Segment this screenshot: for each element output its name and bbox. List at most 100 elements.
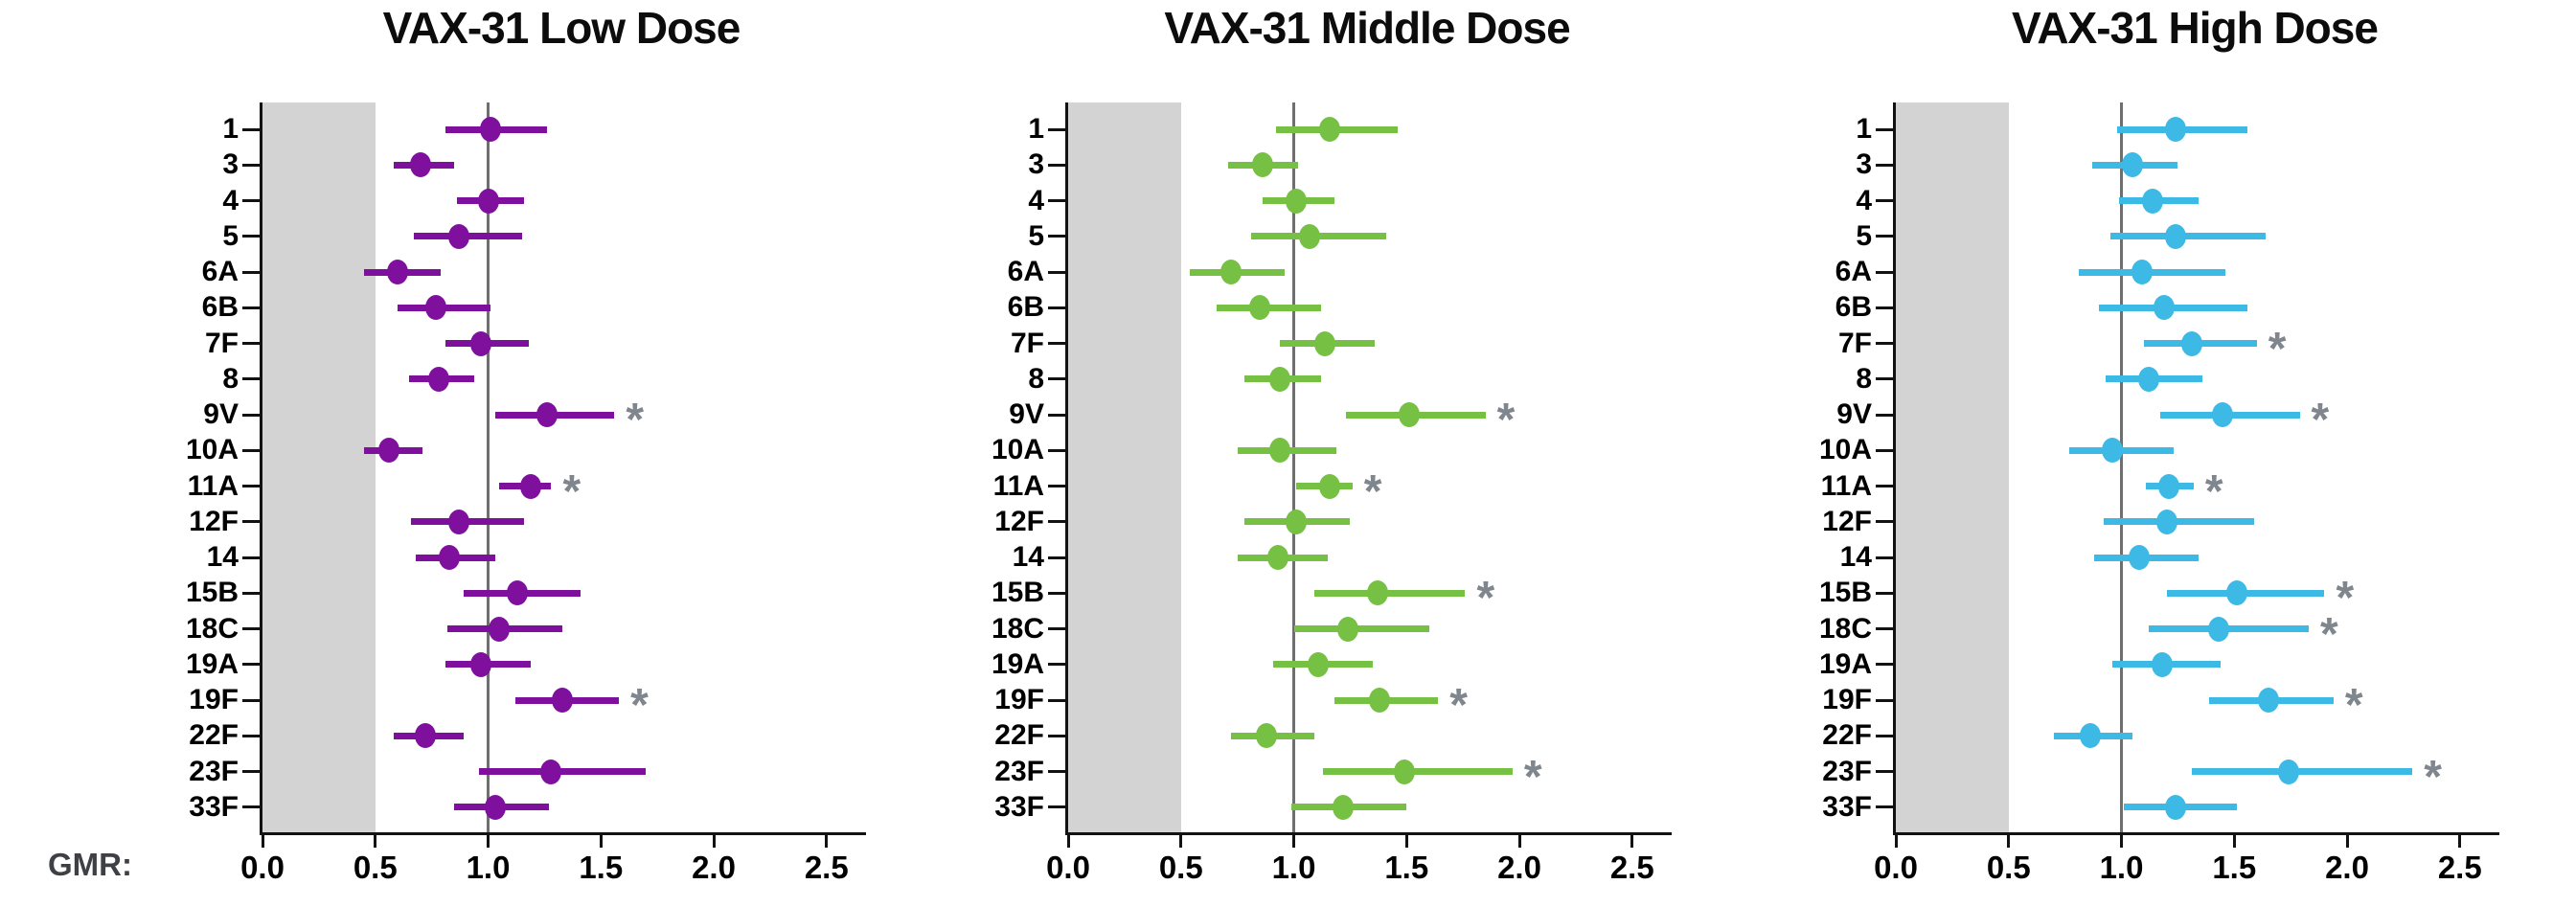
x-axis-tick-label: 0.0 — [1874, 850, 1918, 885]
gmr-dot — [2142, 188, 2164, 214]
serotype-tick — [1876, 448, 1893, 452]
significance-asterisk: * — [2424, 751, 2442, 803]
x-axis-tick — [1404, 835, 1408, 848]
serotype-tick — [242, 627, 260, 631]
serotype-tick — [1048, 448, 1065, 452]
ci-whisker — [1293, 625, 1429, 633]
serotype-tick — [1048, 306, 1065, 309]
significance-asterisk: * — [2268, 323, 2287, 374]
x-axis-tick-label: 0.5 — [353, 850, 398, 885]
serotype-tick — [1048, 591, 1065, 595]
x-axis-tick-label: 1.5 — [579, 850, 624, 885]
gmr-dot — [1366, 580, 1388, 606]
ci-whisker — [2191, 768, 2413, 776]
serotype-tick — [1048, 520, 1065, 524]
significance-asterisk: * — [630, 680, 649, 732]
gmr-dot — [1337, 616, 1359, 642]
serotype-label: 19A — [185, 647, 239, 680]
x-axis-tick-label: 1.0 — [2099, 850, 2144, 885]
gmr-dot — [2165, 223, 2187, 249]
serotype-label: 19F — [189, 684, 239, 716]
serotype-tick — [242, 377, 260, 381]
significance-asterisk: * — [2319, 608, 2338, 660]
gmr-dot — [1251, 152, 1273, 178]
x-axis-tick — [1630, 835, 1634, 848]
serotype-label: 10A — [185, 434, 239, 466]
serotype-tick — [1876, 306, 1893, 309]
gmr-dot — [2225, 580, 2247, 606]
serotype-tick — [242, 556, 260, 559]
serotype-tick — [1876, 342, 1893, 346]
gmr-dot — [1267, 545, 1288, 571]
gmr-dot — [1269, 366, 1291, 392]
gmr-dot — [427, 366, 449, 392]
gmr-dot — [2277, 759, 2299, 784]
ci-whisker — [2103, 518, 2255, 526]
gmr-dot — [2102, 438, 2124, 464]
x-axis-tick — [374, 835, 377, 848]
gmr-axis-label: GMR: — [48, 847, 132, 882]
serotype-label: 33F — [189, 790, 239, 823]
gmr-dot — [1333, 794, 1355, 820]
chart-title: VAX-31 Low Dose — [382, 3, 741, 53]
shaded-band — [262, 102, 376, 832]
serotype-label: 14 — [206, 541, 239, 574]
x-axis-tick-label: 0.0 — [1046, 850, 1090, 885]
serotype-label: 11A — [992, 469, 1044, 502]
gmr-dot — [540, 759, 562, 784]
serotype-tick — [242, 485, 260, 488]
shaded-band — [1068, 102, 1181, 832]
chart-plot-area: 1 3 4 5 6A 6B 7F * 8 9V * 10A 11A * 12F 14 15B * 18C * 19A 19… — [1819, 102, 2499, 885]
serotype-tick — [1876, 199, 1893, 203]
gmr-dot — [439, 545, 461, 571]
x-axis-tick — [1894, 835, 1898, 848]
serotype-tick — [1876, 270, 1893, 274]
forest-chart-middle-dose: VAX-31 Middle Dose 1 3 4 5 6A 6B 7F 8 9V * 10A 11A *… — [806, 0, 1716, 907]
ci-whisker — [1323, 768, 1513, 776]
serotype-label: 6A — [1007, 256, 1044, 288]
reference-line — [2120, 102, 2123, 832]
gmr-dot — [1368, 688, 1390, 714]
gmr-dot — [2154, 295, 2176, 321]
serotype-label: 8 — [1856, 362, 1872, 395]
gmr-dot — [414, 723, 436, 749]
x-axis-tick — [2120, 835, 2123, 848]
serotype-label: 3 — [1856, 148, 1872, 181]
serotype-label: 19F — [994, 684, 1044, 716]
serotype-tick — [1048, 663, 1065, 667]
significance-asterisk: * — [1496, 395, 1516, 446]
serotype-label: 15B — [991, 577, 1044, 609]
ci-whisker — [1313, 589, 1466, 597]
serotype-label: 22F — [1822, 719, 1872, 752]
gmr-dot — [1314, 330, 1336, 356]
gmr-dot — [1269, 438, 1291, 464]
x-axis-tick — [2458, 835, 2462, 848]
gmr-dot — [520, 473, 542, 499]
gmr-dot — [2137, 366, 2159, 392]
x-axis-tick-label: 0.0 — [240, 850, 285, 885]
serotype-tick — [242, 734, 260, 737]
serotype-label: 22F — [189, 719, 239, 752]
serotype-tick — [1876, 663, 1893, 667]
gmr-dot — [377, 438, 399, 464]
serotype-tick — [1048, 627, 1065, 631]
serotype-label: 23F — [189, 755, 239, 787]
serotype-label: 19A — [991, 647, 1044, 680]
significance-asterisk: * — [1476, 573, 1495, 624]
serotype-tick — [1048, 127, 1065, 131]
serotype-tick — [242, 199, 260, 203]
gmr-dot — [2129, 545, 2151, 571]
gmr-dot — [1298, 223, 1320, 249]
gmr-dot — [425, 295, 447, 321]
gmr-dot — [2131, 260, 2153, 285]
chart-plot-area: 1 3 4 5 6A 6B 7F 8 9V * 10A 11A * 12F 14 15B * 18C 19A 19F *… — [992, 102, 1672, 885]
x-axis-tick — [712, 835, 716, 848]
gmr-dot — [2180, 330, 2202, 356]
serotype-label: 23F — [994, 755, 1044, 787]
gmr-dot — [484, 794, 506, 820]
x-axis-tick — [487, 835, 490, 848]
serotype-label: 8 — [1028, 362, 1044, 395]
x-axis-tick-label: 0.5 — [1158, 850, 1203, 885]
significance-asterisk: * — [562, 465, 581, 517]
serotype-tick — [1048, 805, 1065, 809]
